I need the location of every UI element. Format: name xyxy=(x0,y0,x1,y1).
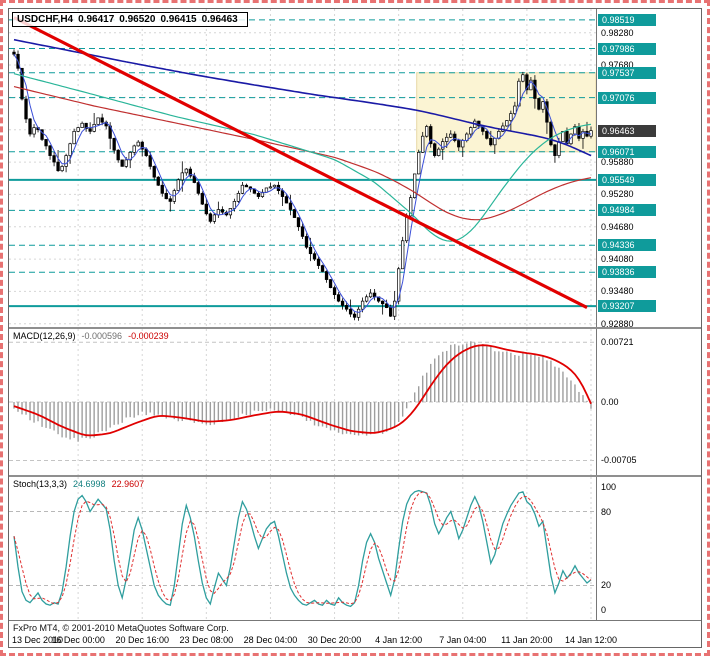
price-level-label: 0.97076 xyxy=(598,91,656,104)
date-label: 14 Jan 12:00 xyxy=(564,635,618,645)
price-level-label: 0.97986 xyxy=(598,42,656,55)
stochastic-label: Stoch(13,3,3) 24.6998 22.9607 xyxy=(13,479,144,489)
macd-plot[interactable] xyxy=(9,329,596,475)
date-label: 16 Dec 00:00 xyxy=(51,635,105,645)
macd-panel: 0.00721 0.00 -0.00705 MACD(12,26,9) -0.0005… xyxy=(9,329,701,475)
price-tick-label: 0.93480 xyxy=(601,286,634,297)
macd-label: MACD(12,26,9) -0.000596 -0.000239 xyxy=(13,331,169,341)
close-value: 0.96463 xyxy=(201,14,238,25)
stoch-tick-label: 80 xyxy=(601,506,612,517)
macd-tick-label: -0.00705 xyxy=(601,455,637,466)
stoch-name: Stoch(13,3,3) xyxy=(13,479,68,489)
stoch-tick-label: 100 xyxy=(601,481,617,492)
stochastic-panel: 100 80 20 0 Stoch(13,3,3) 24.6998 22.9607 xyxy=(9,477,701,620)
price-chart-plot[interactable] xyxy=(9,9,596,327)
stoch-tick-label: 20 xyxy=(601,580,612,591)
panel-splitter[interactable] xyxy=(9,475,701,477)
low-value: 0.96415 xyxy=(160,14,197,25)
symbol-label: USDCHF,H4 xyxy=(17,14,74,25)
price-level-label: 0.96071 xyxy=(598,145,656,158)
panel-splitter[interactable] xyxy=(9,327,701,329)
stoch-signal-value: 22.9607 xyxy=(111,479,145,489)
current-price-label: 0.96463 xyxy=(598,124,656,137)
date-label: 20 Dec 16:00 xyxy=(115,635,169,645)
stoch-main-value: 24.6998 xyxy=(73,479,106,489)
price-level-label: 0.94984 xyxy=(598,204,656,217)
stochastic-plot[interactable] xyxy=(9,477,596,620)
high-value: 0.96520 xyxy=(119,14,156,25)
price-level-label: 0.94336 xyxy=(598,239,656,252)
mt4-chart-window: 0.92880 0.93480 0.94080 0.94680 0.95280 0.958… xyxy=(8,8,702,648)
price-tick-label: 0.94080 xyxy=(601,254,634,265)
date-label: 11 Jan 20:00 xyxy=(501,635,553,645)
date-label: 28 Dec 04:00 xyxy=(243,635,298,645)
price-tick-label: 0.95880 xyxy=(601,157,634,168)
time-axis[interactable]: FxPro MT4, © 2001-2010 MetaQuotes Softwa… xyxy=(9,620,701,647)
macd-axis[interactable]: 0.00721 0.00 -0.00705 xyxy=(596,329,701,475)
copyright-label: FxPro MT4, © 2001-2010 MetaQuotes Softwa… xyxy=(13,623,229,633)
price-tick-label: 0.92880 xyxy=(601,318,634,329)
price-level-label: 0.98519 xyxy=(598,13,656,26)
price-level-label: 0.93207 xyxy=(598,300,656,313)
price-tick-label: 0.95280 xyxy=(601,189,634,200)
price-tick-label: 0.98280 xyxy=(601,27,634,38)
price-panel: 0.92880 0.93480 0.94080 0.94680 0.95280 0.958… xyxy=(9,9,701,329)
macd-signal-value: -0.000239 xyxy=(128,331,169,341)
macd-name: MACD(12,26,9) xyxy=(13,331,76,341)
price-level-label: 0.97537 xyxy=(598,66,656,79)
macd-tick-label: 0.00721 xyxy=(601,337,634,348)
price-tick-label: 0.94680 xyxy=(601,221,634,232)
date-label: 7 Jan 04:00 xyxy=(439,635,487,645)
date-label: 23 Dec 08:00 xyxy=(179,635,234,645)
price-level-label: 0.95549 xyxy=(598,173,656,186)
date-label: 4 Jan 12:00 xyxy=(375,635,423,645)
price-tick-label: 0.97680 xyxy=(601,60,634,71)
price-level-label: 0.93836 xyxy=(598,266,656,279)
macd-main-value: -0.000596 xyxy=(81,331,123,341)
date-label: 30 Dec 20:00 xyxy=(307,635,362,645)
open-value: 0.96417 xyxy=(78,14,115,25)
symbol-ohlc-label: USDCHF,H4 0.96417 0.96520 0.96415 0.96463 xyxy=(12,12,248,27)
macd-tick-label: 0.00 xyxy=(601,397,619,407)
stoch-tick-label: 0 xyxy=(601,605,607,616)
stochastic-axis[interactable]: 100 80 20 0 xyxy=(596,477,701,620)
price-axis[interactable]: 0.92880 0.93480 0.94080 0.94680 0.95280 0.958… xyxy=(596,9,701,329)
date-label: 13 Dec 2010 xyxy=(12,635,64,645)
